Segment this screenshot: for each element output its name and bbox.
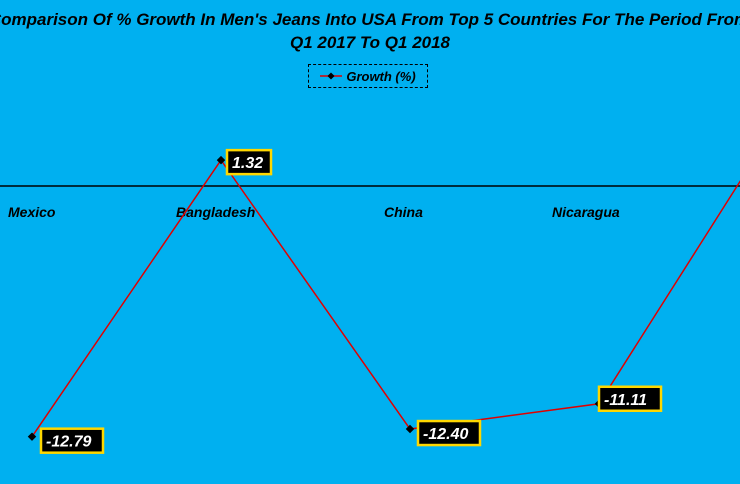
category-label: Mexico [8, 204, 56, 220]
data-label: -12.79 [46, 434, 91, 451]
data-label: 1.32 [232, 155, 263, 172]
category-label: Bangladesh [176, 204, 255, 220]
data-label-box [597, 385, 663, 413]
data-point-marker [405, 424, 415, 434]
chart-legend: Growth (%) [308, 64, 428, 88]
legend-line-marker-icon [320, 72, 343, 80]
category-label: China [384, 204, 423, 220]
data-label-box [416, 419, 482, 447]
data-label: -11.11 [604, 392, 647, 409]
data-label-box [39, 427, 105, 454]
data-label: -12.40 [423, 426, 468, 443]
chart-title: Comparison Of % Growth In Men's Jeans In… [0, 8, 740, 54]
data-point-marker [27, 432, 37, 441]
data-point-marker [216, 155, 226, 165]
chart-title-line1: Comparison Of % Growth In Men's Jeans In… [0, 10, 740, 29]
legend-label: Growth (%) [346, 68, 416, 84]
category-label: Nicaragua [552, 204, 620, 220]
chart-title-line2: Q1 2017 To Q1 2018 [289, 33, 451, 52]
data-label-box [225, 148, 273, 176]
